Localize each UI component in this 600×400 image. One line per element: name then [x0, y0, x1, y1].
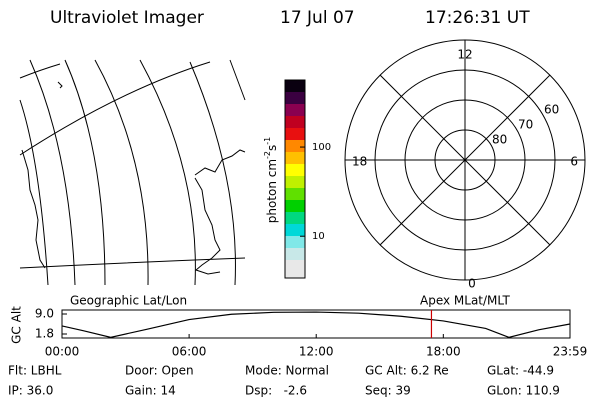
status: Gain: 14 — [125, 384, 176, 398]
status: IP: 36.0 — [8, 384, 53, 398]
date: 17 Jul 07 — [280, 8, 355, 28]
label-sup: -2 — [263, 151, 272, 159]
time: 17:26:31 UT — [425, 8, 530, 28]
title: Ultraviolet Imager — [50, 8, 204, 28]
panel-label: Geographic Lat/Lon — [70, 294, 187, 308]
status: Seq: 39 — [365, 384, 411, 398]
x-tick-label: 12:00 — [299, 345, 334, 359]
mlt-label: 18 — [352, 155, 367, 169]
label-sup: -1 — [263, 137, 272, 145]
polar-rim — [344, 39, 586, 281]
status: Flt: LBHL — [8, 364, 62, 378]
colorbar-label: photon cm-2s-1 — [263, 137, 279, 224]
x-tick-label: 06:00 — [172, 345, 207, 359]
label-part: photon cm — [265, 159, 279, 223]
label-part: s — [265, 145, 279, 151]
colorbar: photon cm-2s-1 — [263, 79, 306, 279]
colorbar-tick-label: 10 — [312, 231, 325, 242]
status-bar: Flt: LBHL Door: Open Mode: Normal GC Alt… — [8, 364, 560, 398]
polar-plot — [345, 40, 585, 280]
x-tick-label: 00:00 — [45, 345, 80, 359]
lat-circle — [374, 69, 556, 251]
status: Door: Open — [125, 364, 194, 378]
status: GLat: -44.9 — [487, 364, 554, 378]
orbit-line — [61, 311, 571, 338]
status: Dsp: -2.6 — [245, 384, 307, 398]
lat-circle — [434, 129, 496, 191]
mlt-label: 6 — [570, 155, 578, 169]
status: GLon: 110.9 — [487, 384, 560, 398]
y-tick-label: 1.8 — [35, 327, 54, 341]
x-tick-label: 23:59 — [553, 345, 588, 359]
y-axis-label: GC Alt — [10, 306, 24, 344]
lat-circle — [404, 99, 526, 221]
x-tick-label: 18:00 — [426, 345, 461, 359]
orbit-frame — [61, 309, 571, 339]
mlt-label: 0 — [468, 277, 476, 291]
panel-label: Apex MLat/MLT — [420, 294, 510, 308]
lat-label: 70 — [518, 118, 533, 132]
mlt-label: 12 — [457, 48, 472, 62]
lat-label: 80 — [492, 133, 507, 147]
status: Mode: Normal — [245, 364, 329, 378]
colorbar-tick-label: 100 — [312, 142, 331, 153]
y-tick-label: 9.0 — [35, 307, 54, 321]
lat-label: 60 — [544, 103, 559, 117]
geographic-map — [19, 59, 246, 286]
status: GC Alt: 6.2 Re — [365, 364, 449, 378]
